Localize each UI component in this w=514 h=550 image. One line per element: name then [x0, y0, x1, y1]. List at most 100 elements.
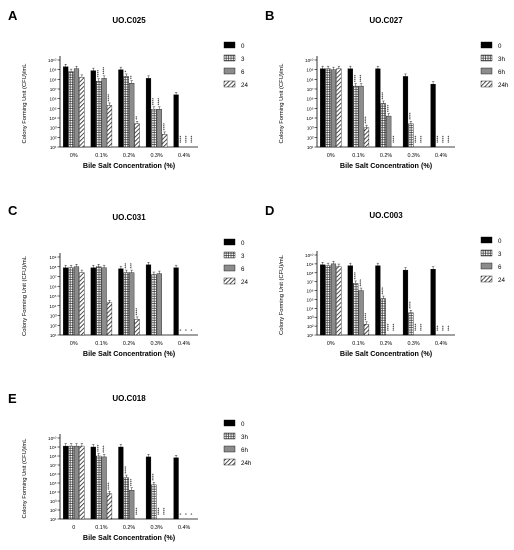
panel-letter: E: [8, 391, 17, 406]
significance-label: ****: [101, 67, 107, 75]
bar: [73, 445, 80, 520]
x-tick-label: 0.3%: [407, 153, 419, 159]
significance-label: ****: [134, 308, 140, 316]
x-axis-title: Bile Salt Concentration (%): [83, 533, 176, 542]
bar: [79, 77, 85, 148]
y-tick-label: 10³: [307, 315, 314, 320]
x-tick-label: 0.3%: [150, 153, 162, 159]
significance-label: ****: [408, 112, 414, 120]
bar: [118, 268, 124, 336]
legend-swatch: [480, 236, 493, 244]
x-tick-label: 0.2%: [123, 525, 135, 531]
chart-panel-e: E UO.C018 10¹⁰ 10⁹ 10⁸ 10⁷ 10⁶ 10⁵ 10⁴ 10³ 10² 10¹ B…: [8, 391, 252, 542]
bar: [325, 68, 331, 148]
y-tick-label: 10²: [50, 135, 57, 140]
x-axis-title: Bile Salt Concentration (%): [83, 161, 176, 170]
bar: [336, 266, 342, 336]
bar: [325, 265, 331, 336]
y-tick-label: 10⁹: [49, 68, 56, 73]
significance-label: **: [129, 75, 135, 79]
significance-label: **: [134, 116, 140, 120]
x-tick-label: 0%: [70, 341, 78, 347]
bar: [330, 263, 337, 336]
legend-swatch: [223, 264, 236, 272]
bar: [73, 68, 80, 148]
y-tick-label: 10¹: [307, 145, 314, 150]
significance-label: ***: [124, 263, 130, 269]
y-tick-label: 10¹: [50, 333, 57, 338]
bar: [79, 272, 85, 336]
y-axis-title: Colony Forming Unit (CFU)/mL: [279, 63, 285, 144]
significance-label: ****: [190, 135, 196, 143]
chart-title: UO.C031: [112, 213, 146, 222]
bar: [123, 272, 129, 336]
y-axis-title: Colony Forming Unit (CFU)/mL: [22, 63, 28, 144]
bar: [73, 266, 80, 336]
y-tick-label: 10¹⁰: [48, 436, 57, 441]
y-tick-label: 10³: [50, 126, 57, 131]
x-tick-label: 0.2%: [380, 341, 392, 347]
bar: [173, 267, 179, 336]
y-tick-label: 10⁸: [49, 77, 56, 82]
bar: [123, 477, 129, 520]
legend-label: 6: [241, 69, 245, 76]
bar: [63, 66, 69, 148]
significance-label: ****: [358, 279, 364, 287]
y-tick-label: 10⁶: [306, 289, 313, 294]
significance-label: ****: [96, 444, 102, 452]
y-tick-label: 10⁴: [306, 116, 313, 121]
bar: [101, 78, 107, 148]
x-tick-label: 0.1%: [95, 341, 107, 347]
bar: [430, 83, 436, 148]
bar: [145, 264, 152, 336]
legend-label: 24: [241, 279, 248, 286]
legend-label: 3: [241, 253, 245, 260]
y-tick-label: 10³: [307, 126, 314, 131]
bar: [134, 123, 140, 148]
significance-label: ****: [364, 313, 370, 321]
legend-swatch: [223, 445, 236, 453]
y-tick-label: 10⁴: [49, 304, 56, 309]
legend-swatch: [223, 238, 236, 246]
bar: [63, 267, 69, 336]
y-axis-title: Colony Forming Unit (CFU)/mL: [22, 438, 28, 519]
significance-label: ****: [391, 135, 397, 143]
bar: [353, 85, 359, 148]
bar: [134, 319, 140, 336]
legend-swatch: [480, 249, 493, 257]
legend-label: 3h: [241, 434, 248, 441]
x-tick-label: 0.2%: [380, 153, 392, 159]
chart-title: UO.C025: [112, 16, 146, 25]
bar: [68, 445, 74, 520]
legend-label: 6h: [241, 447, 248, 454]
significance-label: ****: [381, 92, 387, 100]
bar: [96, 266, 102, 336]
significance-label: *: [190, 513, 196, 515]
significance-label: ****: [101, 445, 107, 453]
legend-label: 0: [498, 238, 502, 245]
panel-letter: C: [8, 203, 18, 218]
significance-label: ****: [184, 135, 190, 143]
significance-label: ****: [391, 323, 397, 331]
legend-label: 24: [498, 277, 505, 284]
bar: [145, 78, 152, 148]
bar: [123, 76, 129, 148]
legend-swatch: [480, 80, 493, 88]
bar: [101, 267, 107, 336]
y-tick-label: 10¹⁰: [305, 253, 314, 258]
x-tick-label: 0: [72, 525, 75, 531]
bar: [375, 68, 381, 148]
significance-label: ****: [436, 135, 442, 143]
significance-label: ****: [157, 98, 163, 106]
bar: [347, 68, 353, 148]
significance-label: *: [184, 513, 190, 515]
bar: [96, 455, 102, 520]
legend-swatch: [223, 277, 236, 285]
y-tick-label: 10¹⁰: [305, 58, 314, 63]
y-tick-label: 10⁹: [306, 262, 313, 267]
bar: [336, 68, 342, 148]
significance-label: ****: [107, 94, 113, 102]
chart-panel-a: A UO.C025 10¹⁰ 10⁹ 10⁸ 10⁷ 10⁶ 10⁵ 10⁴ 10³ 10² 10¹ B…: [8, 8, 248, 170]
panel-letter: D: [265, 203, 274, 218]
legend-swatch: [223, 67, 236, 75]
